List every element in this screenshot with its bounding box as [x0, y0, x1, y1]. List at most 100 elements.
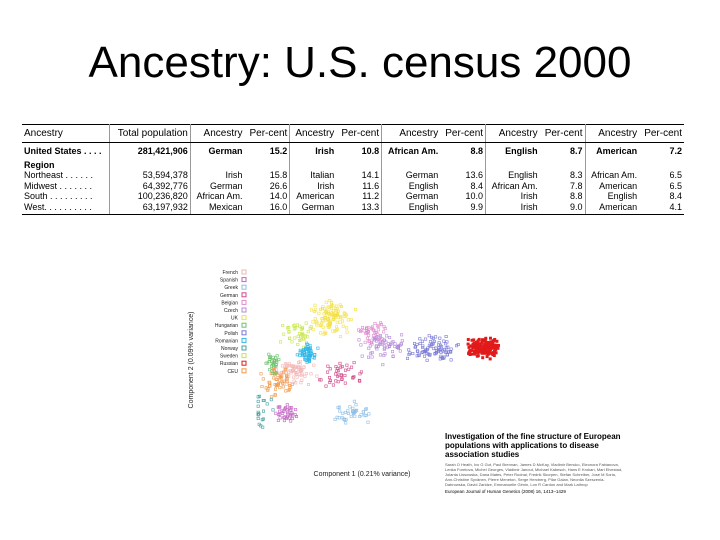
scatter-point	[378, 353, 382, 357]
scatter-point	[303, 374, 307, 378]
scatter-point	[359, 413, 363, 417]
scatter-point	[397, 346, 401, 350]
scatter-point	[470, 338, 474, 342]
scatter-point	[491, 353, 495, 357]
scatter-point	[324, 300, 328, 304]
scatter-point	[273, 371, 277, 375]
scatter-point	[483, 338, 487, 342]
scatter-point	[411, 352, 415, 356]
scatter-point	[292, 324, 296, 328]
scatter-point	[268, 357, 272, 361]
table-cell: 8.7	[539, 142, 586, 160]
scatter-point	[339, 316, 343, 320]
scatter-point	[415, 342, 419, 346]
scatter-point	[466, 338, 470, 342]
table-cell: 7.8	[539, 180, 586, 191]
scatter-point	[284, 406, 288, 410]
scatter-point	[385, 334, 389, 338]
legend-label: Russian	[220, 361, 238, 367]
scatter-point	[481, 356, 485, 360]
scatter-point	[256, 404, 260, 408]
table-cell: 8.4	[440, 180, 487, 191]
scatter-point	[275, 378, 279, 382]
legend-label: Spanish	[220, 278, 238, 284]
table-cell: African Am.	[196, 191, 243, 201]
table-cell: 8.8	[440, 142, 487, 160]
scatter-point	[287, 370, 291, 374]
table-header-row: Ancestry Total population Ancestry Per-c…	[22, 124, 684, 143]
scatter-point	[438, 336, 442, 340]
scatter-point	[428, 340, 432, 344]
scatter-point	[383, 352, 387, 356]
col-header: Per-cent	[639, 124, 684, 143]
scatter-point	[259, 372, 263, 376]
scatter-point	[386, 342, 390, 346]
legend-marker	[241, 368, 247, 374]
scatter-point	[406, 356, 410, 360]
scatter-point	[374, 345, 378, 349]
scatter-point	[331, 329, 335, 333]
scatter-point	[431, 336, 435, 340]
scatter-point	[309, 349, 313, 353]
legend-marker	[241, 299, 247, 305]
scatter-point	[466, 342, 470, 346]
table-cell: American	[596, 146, 638, 156]
scatter-point	[256, 399, 260, 403]
scatter-point	[432, 347, 436, 351]
scatter-point	[319, 331, 323, 335]
scatter-point	[341, 319, 345, 323]
scatter-point	[423, 354, 427, 358]
table-cell: 14.1	[336, 170, 383, 181]
scatter-point	[328, 379, 332, 383]
scatter-point	[364, 326, 368, 330]
scatter-point	[344, 368, 348, 372]
table-cell: 63,197,932	[109, 201, 191, 215]
scatter-point	[355, 408, 359, 412]
legend-label: Norway	[221, 346, 238, 352]
scatter-point	[275, 354, 279, 358]
scatter-point	[351, 406, 355, 410]
scatter-point	[304, 321, 308, 325]
scatter-point	[293, 336, 297, 340]
scatter-point	[312, 363, 316, 367]
scatter-point	[327, 325, 331, 329]
scatter-point	[305, 352, 309, 356]
legend-marker	[241, 345, 247, 351]
scatter-point	[346, 409, 350, 413]
scatter-point	[470, 348, 474, 352]
scatter-point	[338, 303, 342, 307]
scatter-point	[280, 364, 284, 368]
scatter-point	[286, 388, 290, 392]
legend-marker	[241, 322, 247, 328]
scatter-point	[382, 330, 386, 334]
legend-label: Hungarian	[215, 323, 238, 329]
scatter-point	[485, 349, 489, 353]
scatter-point	[261, 425, 265, 429]
scatter-point	[368, 344, 372, 348]
scatter-point	[328, 367, 332, 371]
table-row: Northeast . . . . . . 53,594,378 Irish 1…	[22, 170, 684, 181]
scatter-point	[340, 365, 344, 369]
scatter-point	[359, 343, 363, 347]
scatter-point	[300, 369, 304, 373]
scatter-point	[311, 320, 315, 324]
scatter-point	[442, 348, 446, 352]
scatter-point	[339, 365, 343, 369]
table-cell: 10.8	[336, 142, 383, 160]
scatter-point	[298, 339, 302, 343]
table-cell: West. . . . . . . . . .	[22, 201, 111, 215]
scatter-point	[324, 310, 328, 314]
scatter-point	[278, 405, 282, 409]
scatter-point	[336, 406, 340, 410]
scatter-point	[298, 324, 302, 328]
scatter-point	[287, 406, 291, 410]
scatter-point	[304, 372, 308, 376]
table-cell: Irish	[225, 170, 243, 180]
scatter-point	[307, 383, 311, 387]
scatter-point	[286, 412, 290, 416]
scatter-point	[308, 344, 312, 348]
scatter-point	[319, 323, 323, 327]
scatter-point	[364, 407, 368, 411]
scatter-point	[267, 360, 271, 364]
